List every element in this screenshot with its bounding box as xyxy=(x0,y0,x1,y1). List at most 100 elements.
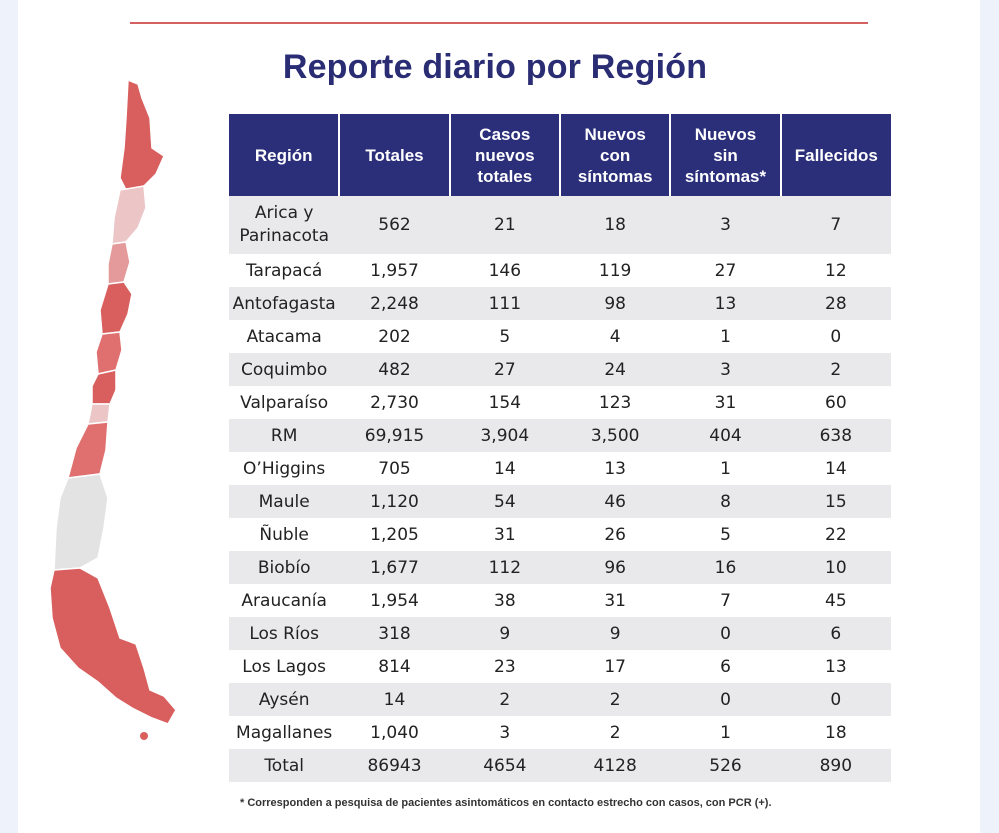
cell-casos-nuevos: 4654 xyxy=(449,749,560,782)
table-row: Maule 1,120 54 46 8 15 xyxy=(229,485,891,518)
cell-sin-sintomas: 13 xyxy=(670,287,781,320)
cell-sin-sintomas: 8 xyxy=(670,485,781,518)
cell-con-sintomas: 26 xyxy=(559,518,671,551)
table-row: Araucanía 1,954 38 31 7 45 xyxy=(229,584,891,617)
table-row: Atacama 202 5 4 1 0 xyxy=(229,320,891,353)
cell-fallecidos: 22 xyxy=(780,518,891,551)
cell-fallecidos: 14 xyxy=(780,452,891,485)
table-row: Ñuble 1,205 31 26 5 22 xyxy=(229,518,891,551)
cell-region: Aysén xyxy=(229,683,340,716)
cell-sin-sintomas: 1 xyxy=(670,452,781,485)
table-row: Aysén 14 2 2 0 0 xyxy=(229,683,891,716)
cell-totales: 705 xyxy=(339,452,450,485)
cell-fallecidos: 28 xyxy=(780,287,891,320)
cell-casos-nuevos: 112 xyxy=(449,551,560,584)
map-region-antofagasta xyxy=(111,185,147,245)
cell-fallecidos: 10 xyxy=(780,551,891,584)
cell-sin-sintomas: 404 xyxy=(670,419,781,452)
cell-sin-sintomas: 3 xyxy=(670,196,781,254)
header-sin-sintomas: Nuevos sin síntomas* xyxy=(670,114,782,196)
cell-con-sintomas: 3,500 xyxy=(559,419,671,452)
cell-casos-nuevos: 31 xyxy=(449,518,560,551)
cell-region: Biobío xyxy=(229,551,340,584)
cell-totales: 1,040 xyxy=(339,716,450,749)
cell-sin-sintomas: 5 xyxy=(670,518,781,551)
cell-region: Tarapacá xyxy=(229,254,340,287)
cell-totales: 2,248 xyxy=(339,287,450,320)
cell-region: Arica y Parinacota xyxy=(229,196,340,254)
cell-region: Ñuble xyxy=(229,518,340,551)
map-region-coquimbo xyxy=(99,281,133,335)
footnote: * Corresponden a pesquisa de pacientes a… xyxy=(240,797,772,809)
page-title: Reporte diario por Región xyxy=(282,48,708,86)
header-con-sintomas: Nuevos con síntomas xyxy=(559,114,672,196)
cell-fallecidos: 13 xyxy=(780,650,891,683)
table-row: RM 69,915 3,904 3,500 404 638 xyxy=(229,419,891,452)
map-island xyxy=(140,732,148,740)
cell-region: RM xyxy=(229,419,340,452)
cell-con-sintomas: 98 xyxy=(559,287,671,320)
cell-region: Total xyxy=(229,749,340,782)
cell-region: Araucanía xyxy=(229,584,340,617)
cell-totales: 202 xyxy=(339,320,450,353)
cell-casos-nuevos: 111 xyxy=(449,287,560,320)
cell-con-sintomas: 17 xyxy=(559,650,671,683)
cell-sin-sintomas: 3 xyxy=(670,353,781,386)
header-fallecidos: Fallecidos xyxy=(780,114,891,196)
cell-con-sintomas: 13 xyxy=(559,452,671,485)
map-region-south xyxy=(49,567,177,725)
map-region-rm xyxy=(91,369,117,405)
map-region-maule xyxy=(66,421,109,479)
cell-sin-sintomas: 6 xyxy=(670,650,781,683)
cell-region: O’Higgins xyxy=(229,452,340,485)
map-region-north xyxy=(119,78,165,191)
map-region-ohiggins xyxy=(87,403,111,425)
cell-con-sintomas: 2 xyxy=(559,683,671,716)
cell-totales: 814 xyxy=(339,650,450,683)
table-row: Antofagasta 2,248 111 98 13 28 xyxy=(229,287,891,320)
table-row: Magallanes 1,040 3 2 1 18 xyxy=(229,716,891,749)
table-header-row: Región Totales Casos nuevos totales Nuevos… xyxy=(229,114,891,196)
cell-fallecidos: 45 xyxy=(780,584,891,617)
cell-totales: 562 xyxy=(339,196,450,254)
cell-fallecidos: 12 xyxy=(780,254,891,287)
cell-sin-sintomas: 1 xyxy=(670,716,781,749)
cell-region: Los Ríos xyxy=(229,617,340,650)
cell-con-sintomas: 9 xyxy=(559,617,671,650)
cell-fallecidos: 60 xyxy=(780,386,891,419)
chile-map-illustration xyxy=(49,78,177,740)
cell-con-sintomas: 24 xyxy=(559,353,671,386)
table-row: Tarapacá 1,957 146 119 27 12 xyxy=(229,254,891,287)
cell-con-sintomas: 4128 xyxy=(559,749,671,782)
map-region-valparaiso xyxy=(95,331,123,375)
cell-con-sintomas: 46 xyxy=(559,485,671,518)
cell-fallecidos: 18 xyxy=(780,716,891,749)
cell-con-sintomas: 4 xyxy=(559,320,671,353)
cell-sin-sintomas: 526 xyxy=(670,749,781,782)
cell-casos-nuevos: 2 xyxy=(449,683,560,716)
table-row: O’Higgins 705 14 13 1 14 xyxy=(229,452,891,485)
map-region-atacama xyxy=(107,241,131,285)
cell-totales: 1,677 xyxy=(339,551,450,584)
cell-con-sintomas: 2 xyxy=(559,716,671,749)
cell-fallecidos: 638 xyxy=(780,419,891,452)
table-row: Valparaíso 2,730 154 123 31 60 xyxy=(229,386,891,419)
cell-fallecidos: 0 xyxy=(780,320,891,353)
header-totales: Totales xyxy=(339,114,451,196)
daily-report-table: Región Totales Casos nuevos totales Nuevos… xyxy=(229,114,891,782)
cell-region: Maule xyxy=(229,485,340,518)
header-casos-nuevos: Casos nuevos totales xyxy=(449,114,561,196)
cell-totales: 86943 xyxy=(339,749,450,782)
header-region: Región xyxy=(229,114,341,196)
cell-totales: 1,954 xyxy=(339,584,450,617)
cell-totales: 1,120 xyxy=(339,485,450,518)
cell-casos-nuevos: 14 xyxy=(449,452,560,485)
cell-region: Valparaíso xyxy=(229,386,340,419)
cell-sin-sintomas: 31 xyxy=(670,386,781,419)
cell-sin-sintomas: 0 xyxy=(670,683,781,716)
cell-region: Coquimbo xyxy=(229,353,340,386)
cell-casos-nuevos: 23 xyxy=(449,650,560,683)
cell-casos-nuevos: 5 xyxy=(449,320,560,353)
cell-fallecidos: 890 xyxy=(780,749,891,782)
table-row: Los Ríos 318 9 9 0 6 xyxy=(229,617,891,650)
